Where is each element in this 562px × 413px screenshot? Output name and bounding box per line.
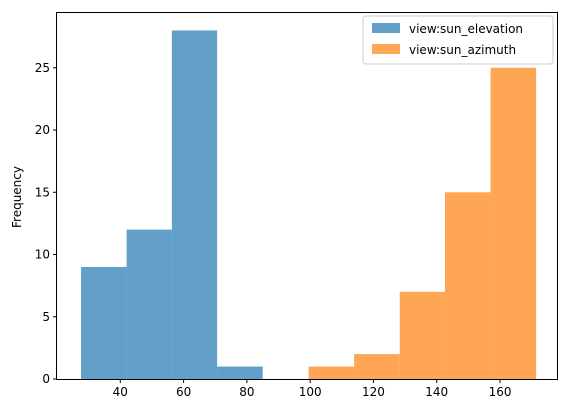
x-tick-label: 120 [362, 385, 385, 399]
legend-label: view:sun_azimuth [409, 43, 516, 57]
bar-0-1 [126, 229, 172, 379]
bar-1-4 [490, 67, 537, 379]
y-tick-label: 25 [35, 61, 50, 75]
bar-1-3 [444, 192, 491, 379]
x-tick-label: 160 [489, 385, 512, 399]
x-tick-label: 140 [425, 385, 448, 399]
y-tick-label: 5 [42, 310, 50, 324]
y-tick-label: 20 [35, 123, 50, 137]
bar-0-3 [217, 366, 263, 379]
legend-label: view:sun_elevation [409, 22, 523, 36]
y-tick-label: 15 [35, 185, 50, 199]
bar-1-0 [308, 366, 355, 379]
plot-frame [56, 12, 558, 380]
bar-1-1 [354, 354, 400, 379]
bars-layer [81, 30, 537, 380]
x-axis-ticks: 40 60 80 100 120 140 160 [113, 379, 512, 399]
bar-1-2 [399, 291, 445, 379]
y-tick-label: 0 [42, 372, 50, 386]
x-tick-label: 100 [299, 385, 322, 399]
x-tick-label: 60 [176, 385, 191, 399]
x-tick-label: 40 [113, 385, 128, 399]
y-axis-label: Frequency [10, 166, 24, 228]
legend: view:sun_elevation view:sun_azimuth [362, 15, 554, 65]
x-tick-label: 80 [239, 385, 254, 399]
legend-box [362, 15, 554, 65]
bar-0-0 [81, 266, 127, 379]
legend-swatch [372, 23, 400, 33]
bar-0-2 [171, 30, 218, 380]
y-axis-ticks: 0 5 10 15 20 25 [35, 61, 57, 386]
y-tick-label: 10 [35, 248, 50, 262]
legend-swatch [372, 44, 400, 54]
